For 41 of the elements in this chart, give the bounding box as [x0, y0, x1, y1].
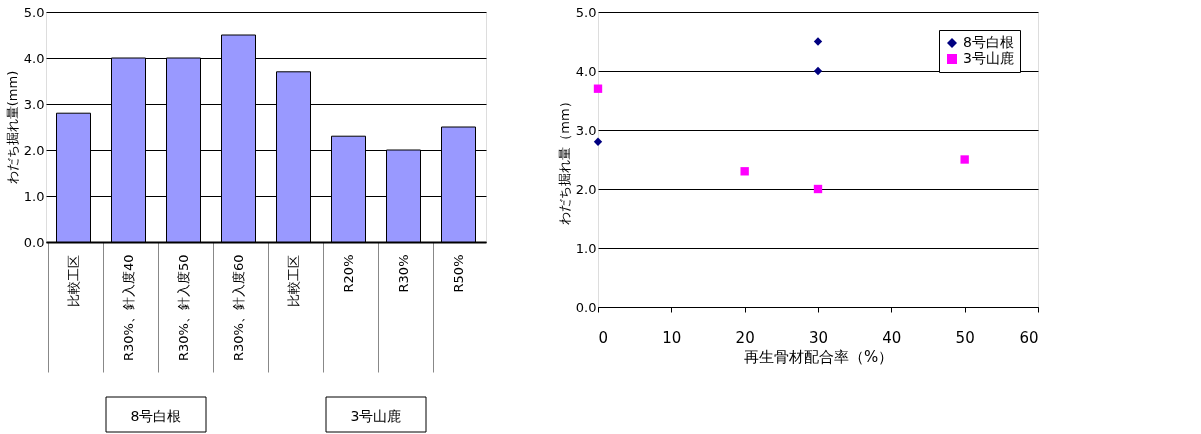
text: 3号山鹿: [350, 408, 402, 424]
y-tick-label: 0.0: [575, 299, 597, 315]
text: 8号白根: [130, 408, 182, 424]
y-tick-label: 0.0: [23, 234, 45, 250]
point: [593, 84, 603, 93]
x-tick-label: R50%: [450, 254, 466, 293]
x-tick-label: 10: [662, 328, 682, 347]
y-tick-label: 1.0: [575, 240, 597, 256]
y-tick-label: 1.0: [23, 188, 45, 204]
x-tick-label: 30: [808, 328, 829, 347]
x-tick-label: R20%: [340, 254, 356, 293]
point: [813, 37, 823, 46]
y-tick-label: 5.0: [23, 4, 45, 20]
y-axis-title: わだち掘れ量(mm): [4, 70, 20, 185]
y-tick-label: 2.0: [575, 181, 597, 197]
x-tick-label: 比較工区: [65, 254, 81, 307]
point: [813, 184, 823, 194]
point: [593, 137, 603, 146]
legend-label: 8号白根: [963, 34, 1014, 50]
y-tick-label: 3.0: [575, 122, 597, 138]
x-axis-title: 再生骨材配合率（%）: [743, 347, 894, 366]
point: [960, 155, 969, 164]
point: [813, 66, 823, 76]
x-tick-label: R30%、針入度50: [175, 254, 191, 361]
point: [740, 167, 749, 176]
x-tick-label: R30%、針入度40: [120, 254, 136, 361]
y-tick-label: 4.0: [575, 63, 597, 79]
y-axis-title: わだち掘れ量（mm）: [556, 95, 572, 225]
x-tick-label: 40: [882, 328, 902, 347]
x-tick-label: 50: [955, 328, 975, 347]
x-tick-label: 比較工区: [285, 254, 301, 307]
y-tick-label: 5.0: [575, 4, 597, 20]
legend-label: 3号山鹿: [963, 50, 1014, 66]
x-tick-label: 20: [735, 328, 755, 347]
y-tick-label: 2.0: [23, 142, 45, 158]
x-tick-label: 0: [598, 328, 609, 347]
y-tick-label: 4.0: [23, 50, 45, 66]
y-tick-label: 3.0: [23, 96, 45, 112]
x-tick-label: 60: [1019, 328, 1039, 347]
x-tick-label: R30%、針入度60: [230, 254, 246, 361]
x-tick-label: R30%: [395, 254, 411, 293]
